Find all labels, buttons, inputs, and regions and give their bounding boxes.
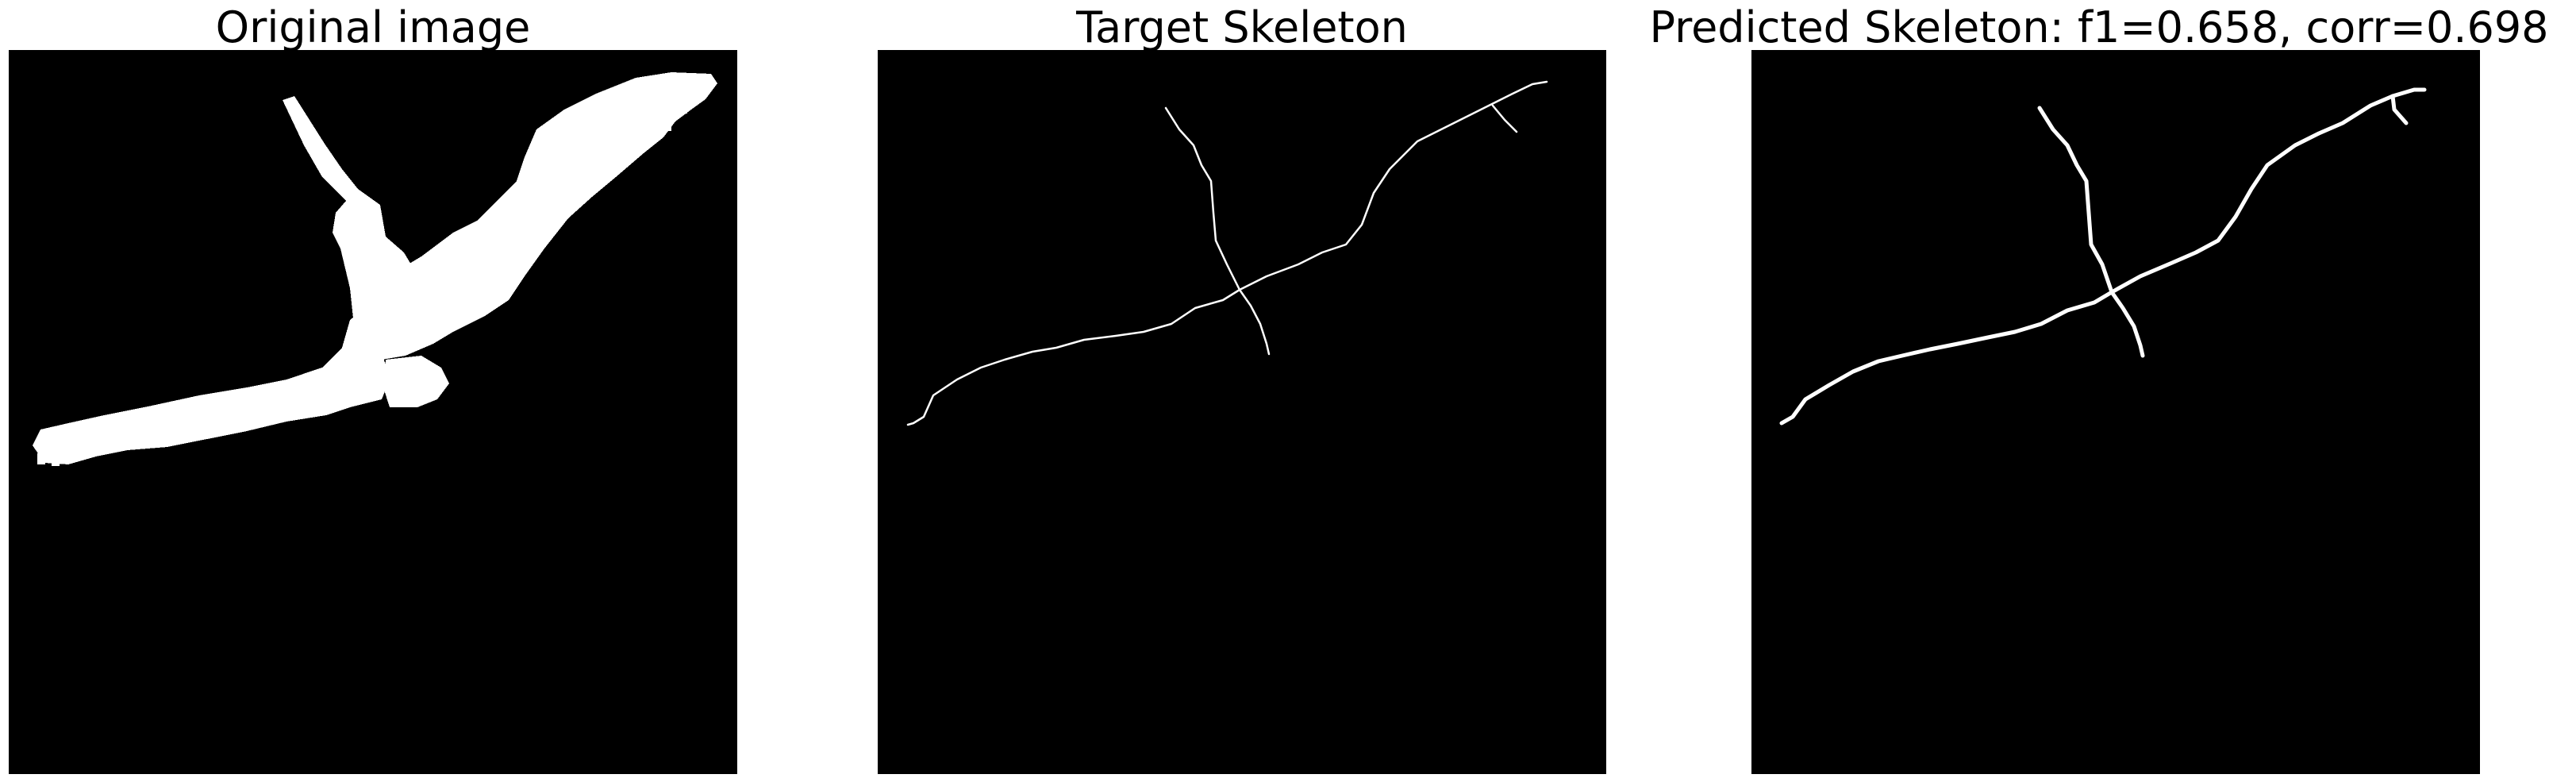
panel-predicted-skeleton xyxy=(1751,50,2480,774)
panel-title-predicted: Predicted Skeleton: f1=0.658, corr=0.698 xyxy=(1649,2,2549,52)
predicted-skeleton-image xyxy=(1751,50,2480,774)
target-skeleton-image xyxy=(878,50,1606,774)
panel-title-original: Original image xyxy=(215,2,531,52)
panel-target-skeleton xyxy=(878,50,1606,774)
bird-silhouette-image xyxy=(9,50,737,774)
panel-title-target: Target Skeleton xyxy=(1076,2,1408,52)
panel-original-image xyxy=(9,50,737,774)
